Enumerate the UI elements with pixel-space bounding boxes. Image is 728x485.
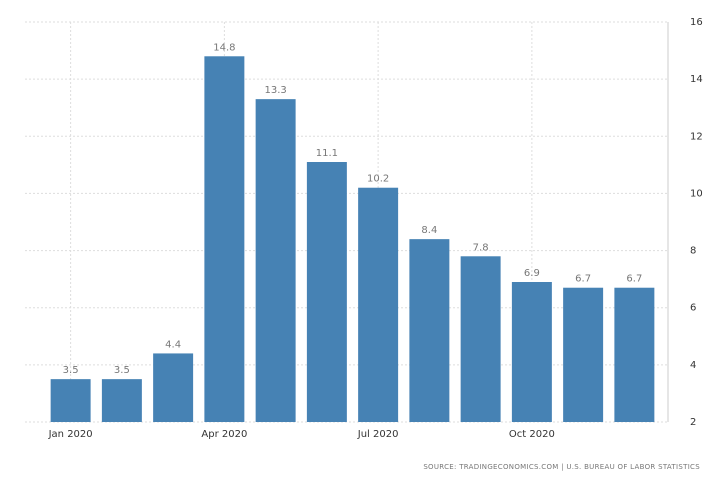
bar [563,287,604,422]
bar [409,239,450,422]
data-label: 4.4 [165,339,181,350]
bar [255,99,296,423]
x-tick-label: Jul 2020 [357,429,399,440]
data-label: 7.8 [473,242,489,253]
bar [358,187,399,422]
data-label: 3.5 [63,365,79,376]
y-tick-label: 14 [690,74,703,85]
bar [153,353,194,422]
data-label: 6.7 [575,274,591,285]
x-tick-label: Apr 2020 [201,429,247,440]
data-label: 10.2 [367,174,389,185]
x-tick-label: Jan 2020 [48,429,93,440]
bar [511,282,552,422]
data-label: 8.4 [421,225,437,236]
y-tick-label: 10 [690,188,703,199]
y-tick-label: 6 [690,303,696,314]
bar [614,287,655,422]
bar [50,379,91,422]
y-tick-label: 12 [690,131,703,142]
source-note: SOURCE: TRADINGECONOMICS.COM | U.S. BURE… [423,463,700,471]
bar [306,162,347,422]
data-label: 11.1 [316,148,338,159]
data-label: 3.5 [114,365,130,376]
x-tick-label: Oct 2020 [509,429,555,440]
bar [460,256,501,422]
y-tick-label: 16 [690,17,703,28]
bar [101,379,142,422]
bar [204,56,245,423]
data-label: 14.8 [213,42,235,53]
data-label: 6.9 [524,268,540,279]
y-tick-label: 4 [690,360,696,371]
y-tick-label: 8 [690,246,696,257]
y-tick-label: 2 [690,417,696,428]
data-label: 13.3 [264,85,286,96]
data-label: 6.7 [626,274,642,285]
